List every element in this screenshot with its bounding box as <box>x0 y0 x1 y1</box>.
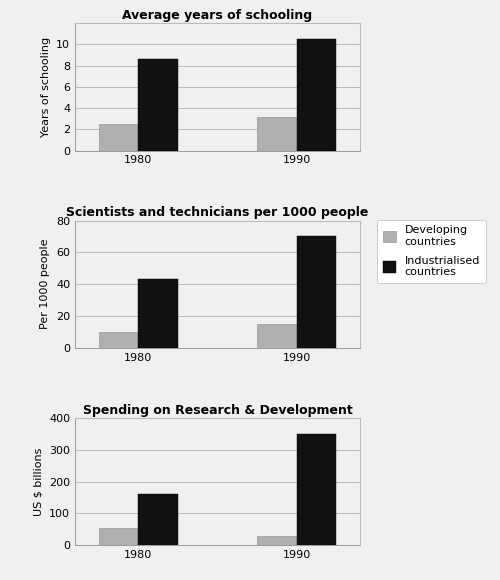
Legend: Developing
countries, Industrialised
countries: Developing countries, Industrialised cou… <box>377 220 486 283</box>
Title: Spending on Research & Development: Spending on Research & Development <box>82 404 352 416</box>
Title: Scientists and technicians per 1000 people: Scientists and technicians per 1000 peop… <box>66 206 368 219</box>
Bar <box>296 434 336 545</box>
Bar <box>296 39 336 151</box>
Bar <box>99 332 138 348</box>
Bar <box>257 324 296 348</box>
Bar <box>138 280 178 348</box>
Bar <box>138 59 178 151</box>
Y-axis label: Per 1000 people: Per 1000 people <box>40 239 50 329</box>
Y-axis label: Years of schooling: Years of schooling <box>40 37 50 137</box>
Bar <box>99 528 138 545</box>
Bar <box>138 494 178 545</box>
Bar <box>99 124 138 151</box>
Title: Average years of schooling: Average years of schooling <box>122 9 312 22</box>
Bar <box>296 237 336 348</box>
Bar <box>257 117 296 151</box>
Y-axis label: US $ billions: US $ billions <box>34 447 43 516</box>
Bar <box>257 536 296 545</box>
